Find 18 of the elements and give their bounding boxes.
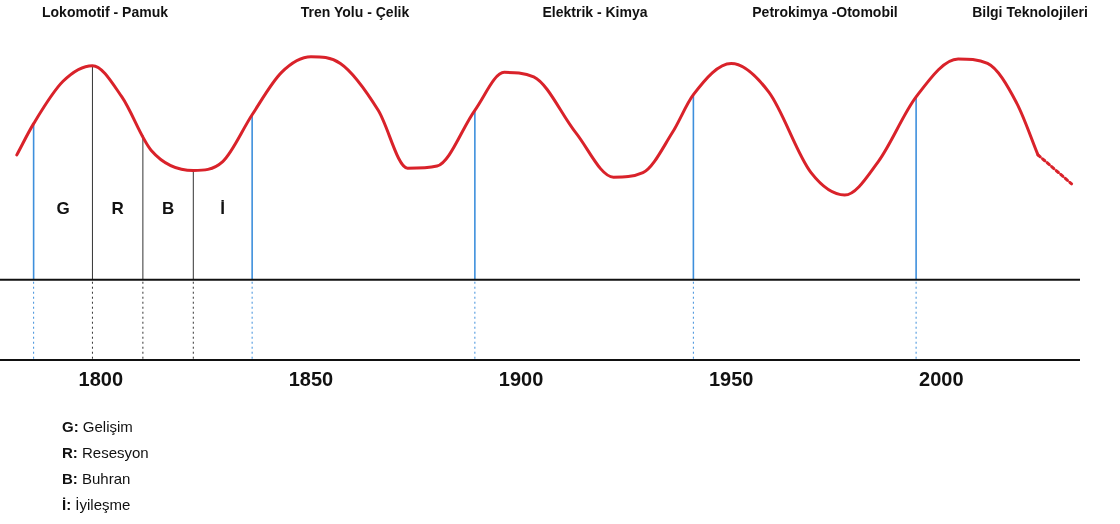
annotation: G [56, 199, 70, 219]
annotation: B [161, 199, 175, 219]
text: G: Gelişim [62, 417, 134, 437]
text: R: Resesyon [62, 443, 149, 463]
x-tick-label: 1900 [498, 367, 544, 390]
text: Bilgi Teknolojileri [972, 4, 1088, 20]
text: B: Buhran [62, 469, 132, 489]
annotation: R [111, 199, 124, 219]
text: Lokomotif - Pamuk [41, 4, 169, 20]
text: İ: İyileşme [62, 495, 132, 515]
text: Tren Yolu - Çelik [300, 4, 410, 20]
x-tick-label: 2000 [919, 367, 964, 390]
text: Elektrik - Kimya [542, 4, 648, 20]
x-tick-label: 1850 [288, 367, 334, 390]
x-tick-label: 1950 [708, 367, 754, 390]
x-tick-label: 1800 [78, 367, 124, 390]
text: Petrokimya -Otomobil [752, 4, 898, 20]
annotation: İ [220, 199, 226, 219]
